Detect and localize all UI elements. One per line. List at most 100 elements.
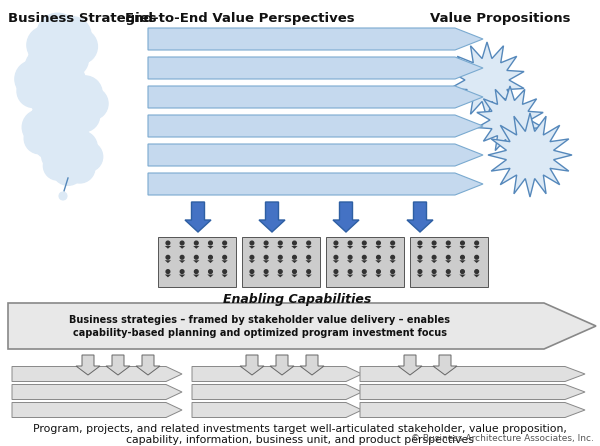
Polygon shape [473,246,480,249]
Polygon shape [460,275,466,277]
Text: Business Strategies: Business Strategies [8,12,157,25]
Circle shape [67,76,102,111]
Circle shape [348,241,352,245]
Circle shape [180,256,184,259]
Circle shape [53,154,83,185]
Circle shape [362,256,366,259]
Polygon shape [389,260,396,263]
Polygon shape [407,202,433,232]
Circle shape [15,60,52,98]
Polygon shape [376,260,382,263]
Circle shape [348,256,352,259]
Polygon shape [165,260,171,263]
Circle shape [250,241,254,245]
Polygon shape [249,246,255,249]
Polygon shape [148,115,483,137]
Polygon shape [8,303,596,349]
Circle shape [54,84,96,126]
Circle shape [65,131,97,163]
Polygon shape [136,355,160,375]
Polygon shape [333,202,359,232]
Circle shape [377,241,380,245]
Text: capability, information, business unit, and product perspectives: capability, information, business unit, … [126,435,474,445]
Polygon shape [221,260,228,263]
Circle shape [43,152,72,180]
Text: Enabling Capabilities: Enabling Capabilities [223,293,371,306]
Polygon shape [398,355,422,375]
Polygon shape [12,402,182,417]
Circle shape [28,59,73,104]
Circle shape [446,256,450,259]
Circle shape [180,241,184,245]
Polygon shape [450,42,524,118]
Polygon shape [376,246,382,249]
Polygon shape [208,246,214,249]
Circle shape [264,270,268,273]
Polygon shape [263,260,269,263]
Circle shape [377,256,380,259]
Polygon shape [389,275,396,277]
Circle shape [278,270,282,273]
Polygon shape [165,275,171,277]
Circle shape [62,29,97,64]
Text: Program, projects, and related investments target well-articulated stakeholder, : Program, projects, and related investmen… [33,424,567,434]
Circle shape [194,241,198,245]
Circle shape [418,241,422,245]
Polygon shape [12,384,182,400]
Circle shape [27,26,64,64]
Circle shape [307,241,310,245]
Polygon shape [333,246,339,249]
Polygon shape [259,202,285,232]
Circle shape [432,241,436,245]
Circle shape [461,270,464,273]
Circle shape [475,241,478,245]
Polygon shape [179,246,185,249]
Circle shape [432,270,436,273]
Circle shape [34,109,76,151]
Circle shape [377,270,380,273]
Circle shape [54,17,91,54]
Polygon shape [240,355,264,375]
Polygon shape [305,246,312,249]
Polygon shape [360,384,585,400]
Circle shape [166,241,170,245]
Circle shape [209,270,212,273]
Polygon shape [221,275,228,277]
Circle shape [40,25,85,70]
Polygon shape [277,275,283,277]
Polygon shape [106,355,130,375]
Circle shape [194,270,198,273]
Polygon shape [445,260,451,263]
Polygon shape [249,260,255,263]
Polygon shape [208,260,214,263]
Circle shape [59,192,67,200]
Circle shape [53,42,88,77]
Circle shape [52,73,90,111]
Circle shape [278,241,282,245]
Circle shape [334,270,338,273]
Polygon shape [148,144,483,166]
Polygon shape [431,246,437,249]
Circle shape [293,256,296,259]
Polygon shape [292,246,298,249]
Circle shape [76,87,108,120]
Polygon shape [76,355,100,375]
Circle shape [391,256,394,259]
Circle shape [37,13,78,54]
Circle shape [50,63,85,98]
Circle shape [209,256,212,259]
Polygon shape [300,355,324,375]
Polygon shape [473,275,480,277]
Polygon shape [433,355,457,375]
Polygon shape [148,57,483,79]
Polygon shape [389,246,396,249]
Circle shape [362,270,366,273]
Circle shape [418,270,422,273]
Text: End-to-End Value Perspectives: End-to-End Value Perspectives [125,12,355,25]
Circle shape [223,256,226,259]
Circle shape [250,256,254,259]
Circle shape [42,51,79,88]
Circle shape [41,76,76,111]
Text: Business strategies – framed by stakeholder value delivery – enables: Business strategies – framed by stakehol… [70,315,451,325]
Circle shape [67,99,100,132]
